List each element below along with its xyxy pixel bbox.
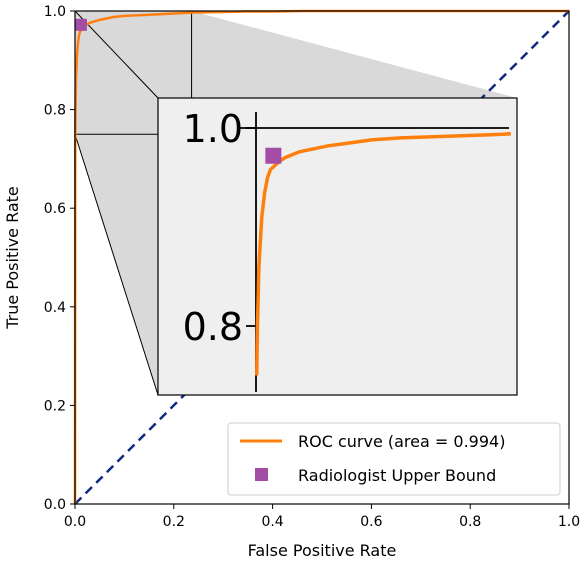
y-tick-label: 0.8	[44, 103, 66, 119]
y-tick-label: 0.4	[44, 300, 66, 316]
x-tick-label: 0.0	[64, 514, 86, 530]
inset-roc-curve-line	[254, 131, 511, 376]
legend-radiologist-label: Radiologist Upper Bound	[298, 466, 496, 485]
legend: ROC curve (area = 0.994) Radiologist Upp…	[227, 422, 561, 496]
y-tick-label: 1.0	[44, 4, 66, 20]
y-axis-label: True Positive Rate	[3, 186, 22, 330]
legend-box	[227, 422, 561, 496]
x-tick-label: 0.6	[360, 514, 382, 530]
y-axis-ticks: 0.0 0.2 0.4 0.6 0.8 1.0	[44, 4, 75, 513]
zoom-connector-line-bottom	[74, 134, 159, 396]
inset-y-tick-label: 1.0	[183, 107, 243, 151]
inset-y-tick-label: 0.8	[183, 305, 243, 349]
roc-curve-line	[73, 9, 569, 505]
x-tick-label: 1.0	[558, 514, 580, 530]
x-axis-ticks: 0.0 0.2 0.4 0.6 0.8 1.0	[64, 504, 580, 530]
x-tick-label: 0.4	[261, 514, 283, 530]
y-tick-label: 0.0	[44, 497, 66, 513]
legend-radiologist-marker	[255, 468, 268, 481]
main-plot-frame	[74, 10, 570, 505]
zoom-connector-line-top	[74, 10, 159, 99]
x-tick-label: 0.8	[459, 514, 481, 530]
x-axis-label: False Positive Rate	[248, 541, 397, 560]
radiologist-marker	[74, 18, 87, 31]
y-tick-label: 0.2	[44, 398, 66, 414]
inset-plot: 0.8 1.0	[157, 97, 518, 396]
inset-background	[157, 97, 518, 396]
x-tick-label: 0.2	[163, 514, 185, 530]
legend-roc-label: ROC curve (area = 0.994)	[298, 432, 505, 451]
y-tick-label: 0.6	[44, 201, 66, 217]
inset-radiologist-marker	[265, 147, 282, 164]
